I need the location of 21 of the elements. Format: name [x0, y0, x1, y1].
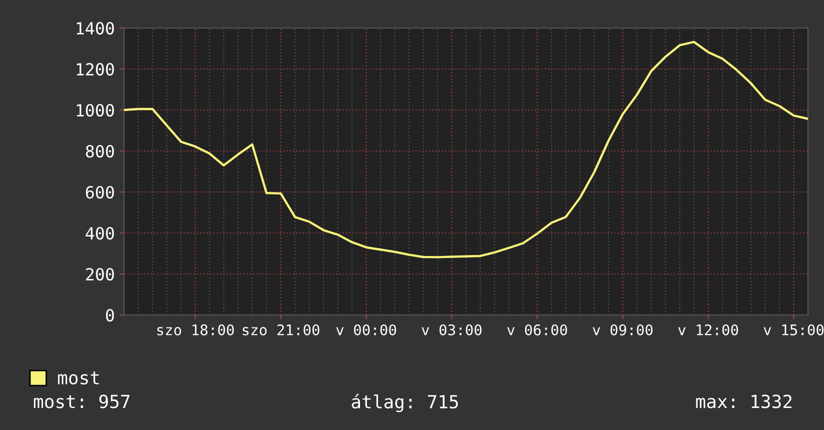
text: átlag: 715 [352, 394, 458, 412]
y-tick-label: 200 [86, 268, 114, 281]
y-tick-label: 400 [86, 227, 114, 240]
line-series [124, 40, 808, 258]
y-tick-label: 600 [86, 186, 114, 199]
x-tick-label: v 15:00 [764, 324, 824, 336]
y-tick-label: 0 [106, 309, 114, 322]
text: most: 957 [34, 394, 130, 408]
x-tick-label: szo 18:00 [157, 324, 234, 336]
x-tick-label: v 12:00 [678, 324, 738, 336]
x-tick-label: v 03:00 [422, 324, 482, 336]
y-tick-label: 1000 [76, 104, 114, 117]
text: max: 1332 [696, 394, 792, 408]
y-tick-label: 1400 [76, 22, 114, 35]
x-tick-label: v 00:00 [336, 324, 396, 336]
x-tick-label: szo 21:00 [242, 324, 320, 336]
legend-label: most [58, 372, 99, 384]
x-tick-label: v 09:00 [592, 324, 653, 336]
y-tick-label: 800 [86, 145, 114, 158]
y-tick-label: 1200 [76, 63, 114, 76]
x-tick-label: v 06:00 [507, 324, 568, 336]
